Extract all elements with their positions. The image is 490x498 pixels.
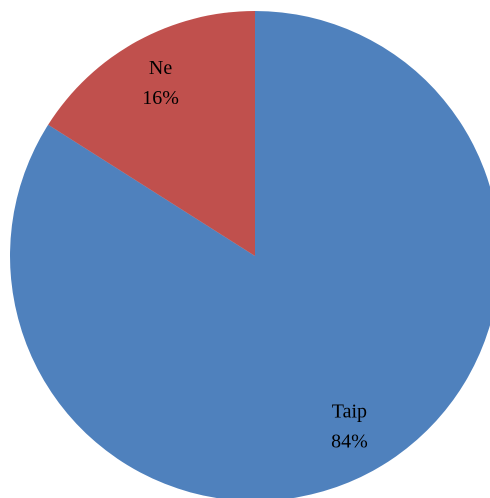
slice-category-label: Taip <box>332 400 367 422</box>
slice-value-label: 84% <box>331 430 368 452</box>
pie-slice <box>10 11 490 498</box>
slice-category-label: Ne <box>149 57 172 79</box>
pie-slice <box>48 11 255 256</box>
slice-value-label: 16% <box>142 87 179 109</box>
